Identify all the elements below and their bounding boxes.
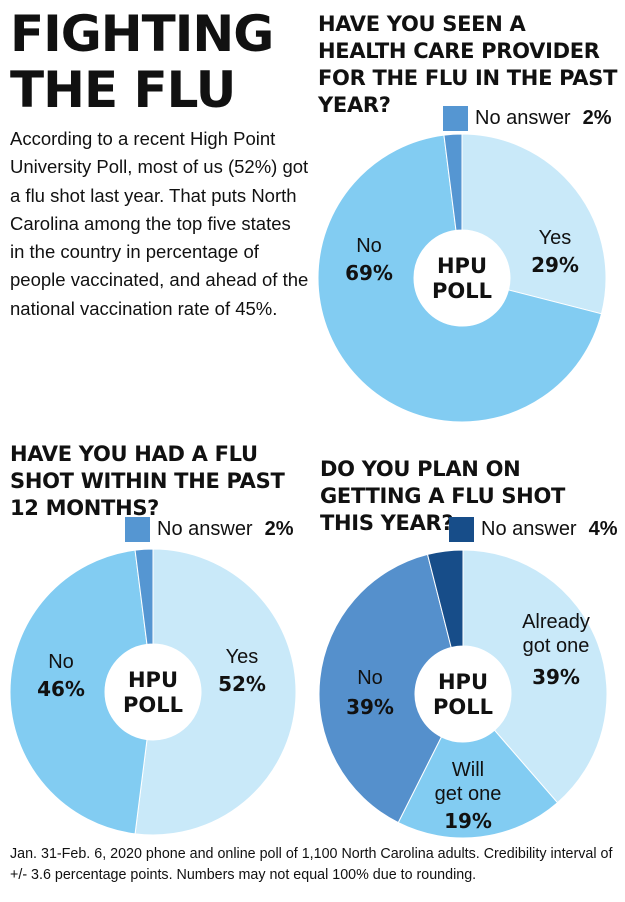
chart2-legend-swatch bbox=[125, 517, 150, 542]
chart3-pct-no: 39% bbox=[346, 695, 394, 719]
chart2-title: HAVE YOU HAD A FLU SHOT WITHIN THE PAST … bbox=[10, 442, 285, 520]
chart1-slice-no-answer bbox=[443, 133, 463, 231]
chart1-label-yes: Yes bbox=[539, 227, 572, 249]
chart2-legend-label: No answer bbox=[157, 518, 253, 540]
chart2-legend-pct: 2% bbox=[264, 518, 294, 540]
chart1-legend: No answer 2% bbox=[443, 106, 612, 131]
chart3-label-will-get-one: Will bbox=[452, 759, 484, 781]
chart1-slice-no bbox=[317, 134, 603, 423]
chart2-slice-yes bbox=[134, 548, 297, 836]
chart3-pct-will-get-one: 19% bbox=[444, 809, 492, 833]
chart3-slice-no bbox=[318, 553, 452, 824]
chart3-label-already-got-one: got one bbox=[523, 635, 590, 657]
chart3-slice-already-got-one bbox=[462, 549, 608, 804]
chart1-center-label-1: HPU bbox=[437, 254, 487, 278]
chart2-label-no: No bbox=[48, 651, 74, 673]
chart1-legend-pct: 2% bbox=[582, 107, 612, 129]
chart3-slice-no-answer bbox=[426, 549, 464, 649]
chart1-pct-no: 69% bbox=[345, 261, 393, 285]
chart3-legend-swatch bbox=[449, 517, 474, 542]
chart2-pct-yes: 52% bbox=[218, 672, 266, 696]
chart1-legend-swatch bbox=[443, 106, 468, 131]
chart2-center-label-2: POLL bbox=[123, 693, 183, 717]
chart3-legend-pct: 4% bbox=[588, 518, 618, 540]
chart3-center-label-1: HPU bbox=[438, 670, 488, 694]
chart3-title: DO YOU PLAN ON GETTING A FLU SHOT THIS Y… bbox=[320, 457, 566, 535]
chart2-pct-no: 46% bbox=[37, 677, 85, 701]
intro-text: According to a recent High Point Univers… bbox=[10, 128, 309, 319]
chart1-label-no: No bbox=[356, 235, 382, 257]
chart2-legend: No answer 2% bbox=[125, 517, 294, 542]
chart3-pct-already-got-one: 39% bbox=[532, 665, 580, 689]
chart1-slice-yes bbox=[461, 133, 607, 315]
chart1-legend-label: No answer bbox=[475, 107, 571, 129]
chart3-label-already-got-one: Already bbox=[522, 611, 590, 633]
chart3-legend-label: No answer bbox=[481, 518, 577, 540]
footer-note: Jan. 31-Feb. 6, 2020 phone and online po… bbox=[10, 846, 613, 883]
chart3-label-will-get-one: get one bbox=[435, 783, 502, 805]
chart1-center-label-2: POLL bbox=[432, 279, 492, 303]
chart3-center-label-2: POLL bbox=[433, 695, 493, 719]
page-title: FIGHTING THE FLU bbox=[10, 5, 274, 119]
chart2-slice-no bbox=[9, 549, 148, 835]
chart2-center-label-1: HPU bbox=[128, 668, 178, 692]
chart3-legend: No answer 4% bbox=[449, 517, 618, 542]
chart2-label-yes: Yes bbox=[226, 646, 259, 668]
chart1-title: HAVE YOU SEEN A HEALTH CARE PROVIDER FOR… bbox=[318, 12, 618, 117]
chart3-slice-will-get-one bbox=[397, 729, 559, 839]
chart1-pct-yes: 29% bbox=[531, 253, 579, 277]
chart2-slice-no-answer bbox=[134, 548, 154, 645]
chart3-label-no: No bbox=[357, 667, 383, 689]
